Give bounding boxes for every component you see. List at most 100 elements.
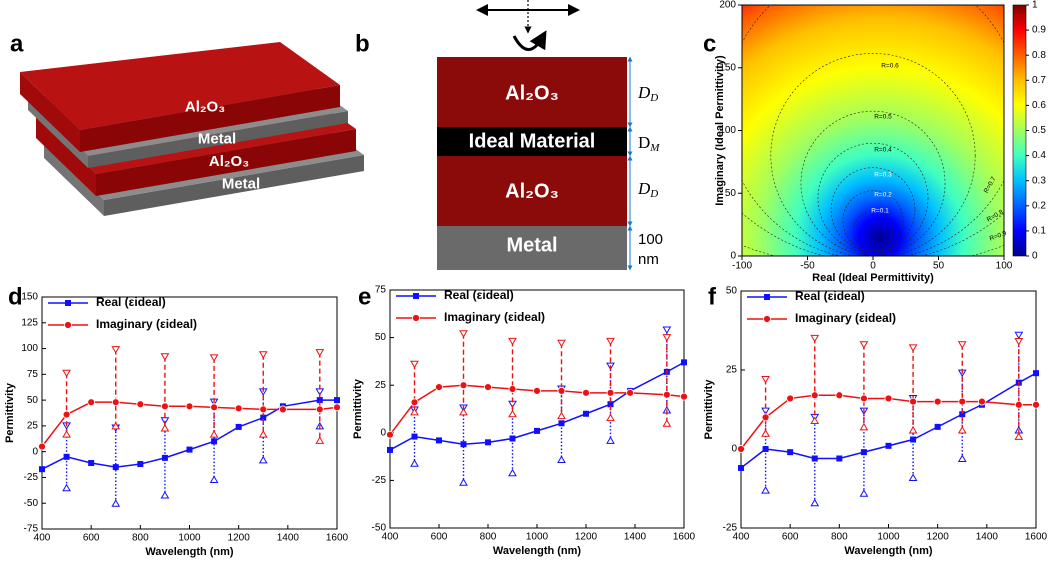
series	[39, 347, 341, 450]
marker	[681, 393, 688, 400]
error-cap	[316, 350, 323, 356]
thickness-label: DM	[638, 133, 660, 154]
thickness-sub: M	[649, 142, 660, 154]
x-tick-label: 1200	[228, 533, 251, 544]
marker	[211, 438, 217, 444]
marker	[1033, 370, 1039, 376]
error-cap	[910, 345, 917, 351]
error-cap	[63, 485, 70, 491]
marker	[762, 414, 769, 421]
marker	[978, 398, 985, 405]
marker	[787, 395, 794, 402]
marker	[763, 446, 769, 452]
x-tick-label: 1400	[277, 533, 300, 544]
error-cap	[607, 415, 614, 421]
y-tick-label: -25	[24, 472, 39, 483]
y-tick-label: -50	[372, 523, 387, 534]
x-tick-label: 1600	[326, 533, 349, 544]
marker	[607, 389, 614, 396]
heatmap	[742, 5, 1004, 256]
marker	[236, 424, 242, 430]
marker	[64, 454, 70, 460]
marker	[65, 322, 72, 329]
layer-label: Al₂O₃	[185, 98, 225, 115]
marker	[113, 464, 119, 470]
thickness-label: DD	[637, 83, 658, 104]
x-tick-label: 800	[480, 532, 497, 543]
marker	[186, 403, 193, 410]
marker	[461, 441, 467, 447]
colorbar-tick-label: 0.2	[1032, 200, 1046, 211]
y-tick-label: 100	[21, 343, 38, 354]
panel-label: a	[10, 30, 24, 57]
x-tick-label: 1000	[178, 533, 201, 544]
x-axis-label: Wavelength (nm)	[844, 545, 933, 557]
thickness-main: D	[637, 83, 651, 102]
marker	[583, 411, 589, 417]
error-cap	[411, 409, 418, 415]
marker	[583, 389, 590, 396]
y-tick-label: 25	[726, 365, 738, 376]
error-cap	[558, 340, 565, 346]
error-cap	[1015, 433, 1022, 439]
x-tick-label: 1200	[927, 532, 950, 543]
error-cap	[762, 376, 769, 382]
error-cap	[161, 492, 168, 498]
legend-label: Real (εideal)	[444, 288, 514, 302]
colorbar-tick-label: 0.3	[1032, 175, 1046, 186]
y-tick-label: 125	[21, 317, 38, 328]
y-tick-label: -50	[24, 498, 39, 509]
legend-label: Real (εideal)	[96, 295, 166, 309]
marker	[510, 436, 516, 442]
error-cap	[811, 500, 818, 506]
x-axis-label: Real (Ideal Permittivity)	[812, 272, 934, 284]
error-cap	[211, 477, 218, 483]
x-tick-label: 1200	[575, 532, 598, 543]
colorbar-tick-label: 0	[1032, 251, 1038, 262]
error-cap	[211, 431, 218, 437]
marker	[211, 404, 218, 411]
colorbar	[1013, 5, 1026, 256]
error-cap	[260, 352, 267, 358]
y-tick-label: -75	[24, 524, 39, 535]
error-cap	[607, 338, 614, 344]
marker	[860, 395, 867, 402]
error-cap	[1015, 339, 1022, 345]
reflection-arrow	[514, 36, 542, 50]
marker	[65, 300, 71, 306]
error-cap	[607, 437, 614, 443]
y-tick-label: 0	[380, 427, 386, 438]
error-cap	[1015, 332, 1022, 338]
x-tick-label: 800	[831, 532, 848, 543]
x-tick-label: -100	[732, 261, 752, 272]
thickness-main: D	[638, 133, 650, 152]
error-cap	[558, 456, 565, 462]
error-cap	[509, 338, 516, 344]
marker	[836, 455, 842, 461]
marker	[88, 399, 95, 406]
error-cap	[910, 474, 917, 480]
error-cap	[811, 418, 818, 424]
layer-label: Metal	[506, 234, 557, 256]
error-cap	[860, 424, 867, 430]
marker	[187, 447, 193, 453]
marker	[162, 455, 168, 461]
series	[387, 327, 687, 485]
marker	[811, 392, 818, 399]
error-cap	[460, 479, 467, 485]
colorbar-tick-label: 0.7	[1032, 75, 1046, 86]
contour-label: R=0.3	[874, 172, 892, 179]
error-cap	[63, 431, 70, 437]
marker	[260, 406, 267, 413]
y-tick-label: 25	[27, 421, 39, 432]
marker	[558, 387, 565, 394]
marker	[387, 447, 393, 453]
layer-label: Metal	[198, 131, 236, 148]
thickness-main: D	[637, 179, 651, 198]
marker	[460, 382, 467, 389]
plot-frame	[390, 290, 684, 528]
marker	[681, 359, 687, 365]
y-tick-label: -25	[372, 475, 387, 486]
legend-label: Imaginary (εideal)	[795, 311, 896, 325]
